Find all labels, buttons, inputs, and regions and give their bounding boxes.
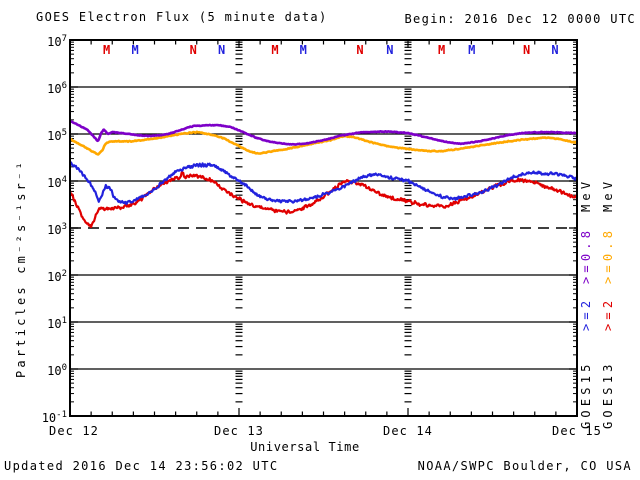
y-tick-label-1e0: 100 [47, 363, 67, 378]
legend-goes15-unit: MeV [579, 177, 593, 212]
begin-timestamp: Begin: 2016 Dec 12 0000 UTC [404, 12, 636, 26]
x-tick-label-dec-15: Dec 15 [552, 424, 602, 438]
y-tick-label-1e3: 103 [47, 222, 67, 237]
series-curve-goes15-0-8-mev [71, 119, 576, 146]
source-attribution: NOAA/SWPC Boulder, CO USA [417, 459, 632, 473]
x-tick-label-dec-13: Dec 13 [214, 424, 264, 438]
legend-goes13-ge2: >=2 [601, 296, 615, 331]
legend-goes15-ge2: >=2 [579, 296, 593, 331]
marker-m-goes15: M [299, 43, 307, 57]
x-tick-label-dec-12: Dec 12 [49, 424, 99, 438]
y-tick-label-1e4: 104 [47, 175, 67, 190]
marker-m-goes15: M [468, 43, 476, 57]
marker-n-goes13: N [523, 43, 531, 57]
marker-n-goes15: N [386, 43, 394, 57]
plot-border [69, 39, 578, 417]
marker-n-goes15: N [217, 43, 226, 57]
legend-goes15-ge08: >=0.8 [579, 226, 593, 284]
x-tick-label-dec-14: Dec 14 [383, 424, 433, 438]
y-tick-label-1e7: 107 [47, 34, 67, 49]
series-curve-goes15-2-mev [71, 161, 576, 206]
y-tick-label-1e2: 102 [47, 269, 67, 284]
x-axis-label: Universal Time [250, 440, 360, 454]
series-curve-goes13-2-mev [71, 170, 576, 228]
marker-m-goes13: M [438, 43, 446, 57]
marker-m-goes13: M [271, 43, 279, 57]
legend-goes13-unit: MeV [601, 177, 615, 212]
marker-m-goes15: M [131, 43, 139, 57]
legend-goes15-name: GOES15 [579, 360, 593, 429]
chart-title: GOES Electron Flux (5 minute data) [36, 10, 328, 24]
marker-n-goes13: N [356, 43, 364, 57]
y-tick-label-1e6: 106 [47, 81, 67, 96]
legend-goes13-name: GOES13 [601, 360, 615, 429]
y-tick-label-1e1: 101 [47, 316, 67, 331]
updated-timestamp: Updated 2016 Dec 14 23:56:02 UTC [4, 459, 279, 473]
marker-m-goes13: M [103, 43, 111, 57]
marker-n-goes15: N [551, 43, 559, 57]
y-tick-label-1e-1: 10-1 [41, 410, 67, 425]
legend-goes13-ge08: >=0.8 [601, 226, 615, 284]
y-tick-label-1e5: 105 [47, 128, 67, 143]
marker-n-goes13: N [189, 43, 197, 57]
